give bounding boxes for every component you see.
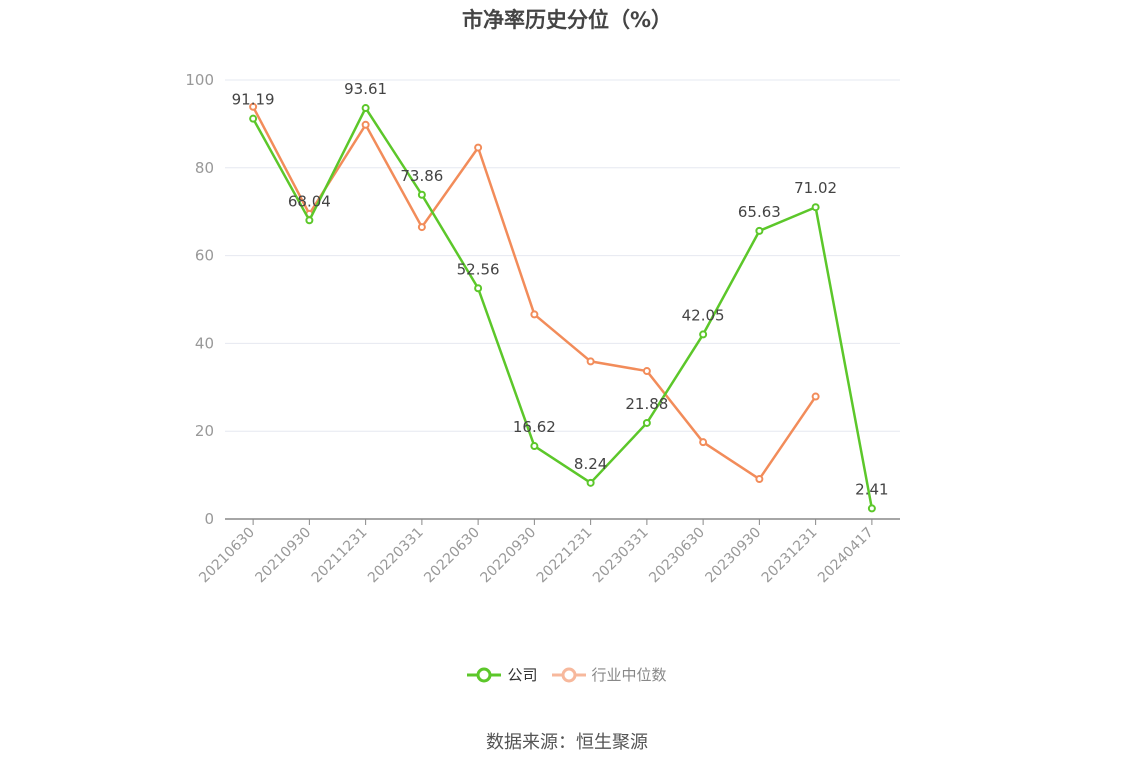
data-label: 42.05: [682, 306, 725, 324]
data-label: 2.41: [855, 480, 888, 498]
data-labels: 91.19 68.04 93.61 73.86 52.56 16.62 8.24 21.88 4…: [232, 80, 889, 498]
data-point: [474, 143, 483, 152]
data-label: 65.63: [738, 203, 781, 221]
x-tick-label: 20211231: [309, 525, 371, 587]
data-point: [755, 226, 764, 235]
y-tick-label: 80: [195, 159, 214, 177]
data-point: [530, 310, 539, 319]
axes: 0204060801002021063020210930202112312022…: [185, 71, 900, 586]
data-point: [755, 475, 764, 484]
data-point: [305, 216, 314, 225]
legend-label-industry: 行业中位数: [591, 666, 667, 684]
data-point: [586, 357, 595, 366]
data-label: 8.24: [574, 455, 607, 473]
x-tick-label: 20230630: [646, 525, 708, 587]
grid-lines: [225, 79, 900, 432]
y-tick-label: 60: [195, 247, 214, 265]
data-point: [699, 438, 708, 447]
y-tick-label: 0: [204, 510, 214, 528]
x-tick-label: 20240417: [815, 525, 877, 587]
x-tick-label: 20221231: [534, 525, 596, 587]
data-point: [361, 104, 370, 113]
data-point: [811, 203, 820, 212]
data-point: [867, 504, 876, 513]
x-tick-label: 20230331: [590, 525, 652, 587]
data-label: 73.86: [400, 167, 443, 185]
data-point: [361, 120, 370, 129]
data-point: [699, 330, 708, 339]
x-tick-label: 20220331: [365, 525, 427, 587]
data-label: 68.04: [288, 192, 331, 210]
data-label: 71.02: [794, 179, 837, 197]
series-line: [252, 106, 874, 509]
data-label: 21.88: [625, 395, 668, 413]
data-label: 91.19: [232, 91, 275, 109]
data-point: [474, 284, 483, 293]
data-label: 52.56: [457, 260, 500, 278]
data-label: 16.62: [513, 418, 556, 436]
data-point: [586, 478, 595, 487]
legend-item-company[interactable]: 公司: [467, 664, 538, 685]
chart-title: 市净率历史分位（%）: [461, 8, 673, 32]
legend: 公司 行业中位数: [0, 664, 1134, 685]
x-tick-label: 20230930: [702, 525, 764, 587]
data-source: 数据来源：恒生聚源: [486, 732, 648, 753]
x-tick-label: 20220630: [421, 525, 483, 587]
x-tick-label: 20210630: [196, 525, 258, 587]
x-tick-label: 20220930: [477, 525, 539, 587]
data-label: 93.61: [344, 80, 387, 98]
data-point: [417, 190, 426, 199]
series-lines: [249, 102, 876, 513]
legend-company-marker-icon: [467, 667, 502, 682]
data-point: [249, 114, 258, 123]
legend-label-company: 公司: [507, 666, 538, 684]
y-tick-label: 20: [195, 422, 214, 440]
data-point: [642, 418, 651, 427]
y-tick-label: 40: [195, 334, 214, 352]
legend-item-industry[interactable]: 行业中位数: [551, 664, 667, 685]
legend-industry-marker-icon: [551, 667, 586, 682]
x-tick-label: 20231231: [759, 525, 821, 587]
y-tick-label: 100: [185, 71, 214, 89]
data-point: [530, 442, 539, 451]
data-point: [811, 392, 820, 401]
data-point: [249, 102, 258, 111]
data-point: [642, 367, 651, 376]
x-tick-label: 20210930: [252, 525, 314, 587]
data-point: [417, 223, 426, 232]
